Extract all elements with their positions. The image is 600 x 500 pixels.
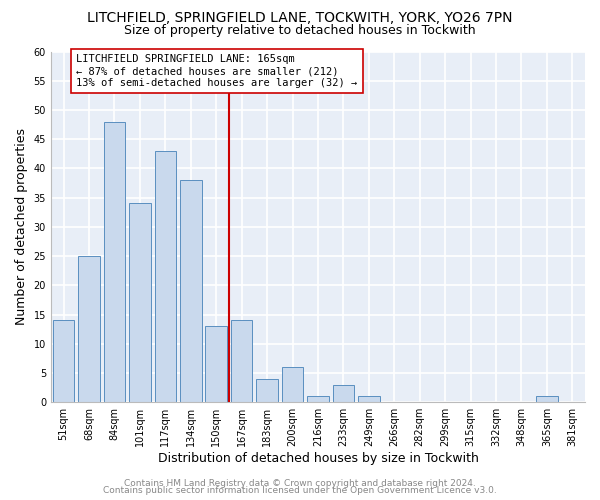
Bar bbox=[205, 326, 227, 402]
Bar bbox=[256, 379, 278, 402]
Bar bbox=[536, 396, 557, 402]
Text: LITCHFIELD SPRINGFIELD LANE: 165sqm
← 87% of detached houses are smaller (212)
1: LITCHFIELD SPRINGFIELD LANE: 165sqm ← 87… bbox=[76, 54, 358, 88]
Bar bbox=[155, 151, 176, 402]
Bar bbox=[129, 204, 151, 402]
Y-axis label: Number of detached properties: Number of detached properties bbox=[15, 128, 28, 326]
Text: Contains public sector information licensed under the Open Government Licence v3: Contains public sector information licen… bbox=[103, 486, 497, 495]
Bar bbox=[104, 122, 125, 402]
Bar bbox=[180, 180, 202, 402]
Text: Contains HM Land Registry data © Crown copyright and database right 2024.: Contains HM Land Registry data © Crown c… bbox=[124, 478, 476, 488]
Text: Size of property relative to detached houses in Tockwith: Size of property relative to detached ho… bbox=[124, 24, 476, 37]
Bar bbox=[332, 384, 354, 402]
X-axis label: Distribution of detached houses by size in Tockwith: Distribution of detached houses by size … bbox=[158, 452, 478, 465]
Bar bbox=[282, 367, 304, 402]
Bar bbox=[358, 396, 380, 402]
Bar bbox=[53, 320, 74, 402]
Text: LITCHFIELD, SPRINGFIELD LANE, TOCKWITH, YORK, YO26 7PN: LITCHFIELD, SPRINGFIELD LANE, TOCKWITH, … bbox=[87, 11, 513, 25]
Bar bbox=[307, 396, 329, 402]
Bar bbox=[231, 320, 253, 402]
Bar bbox=[78, 256, 100, 402]
